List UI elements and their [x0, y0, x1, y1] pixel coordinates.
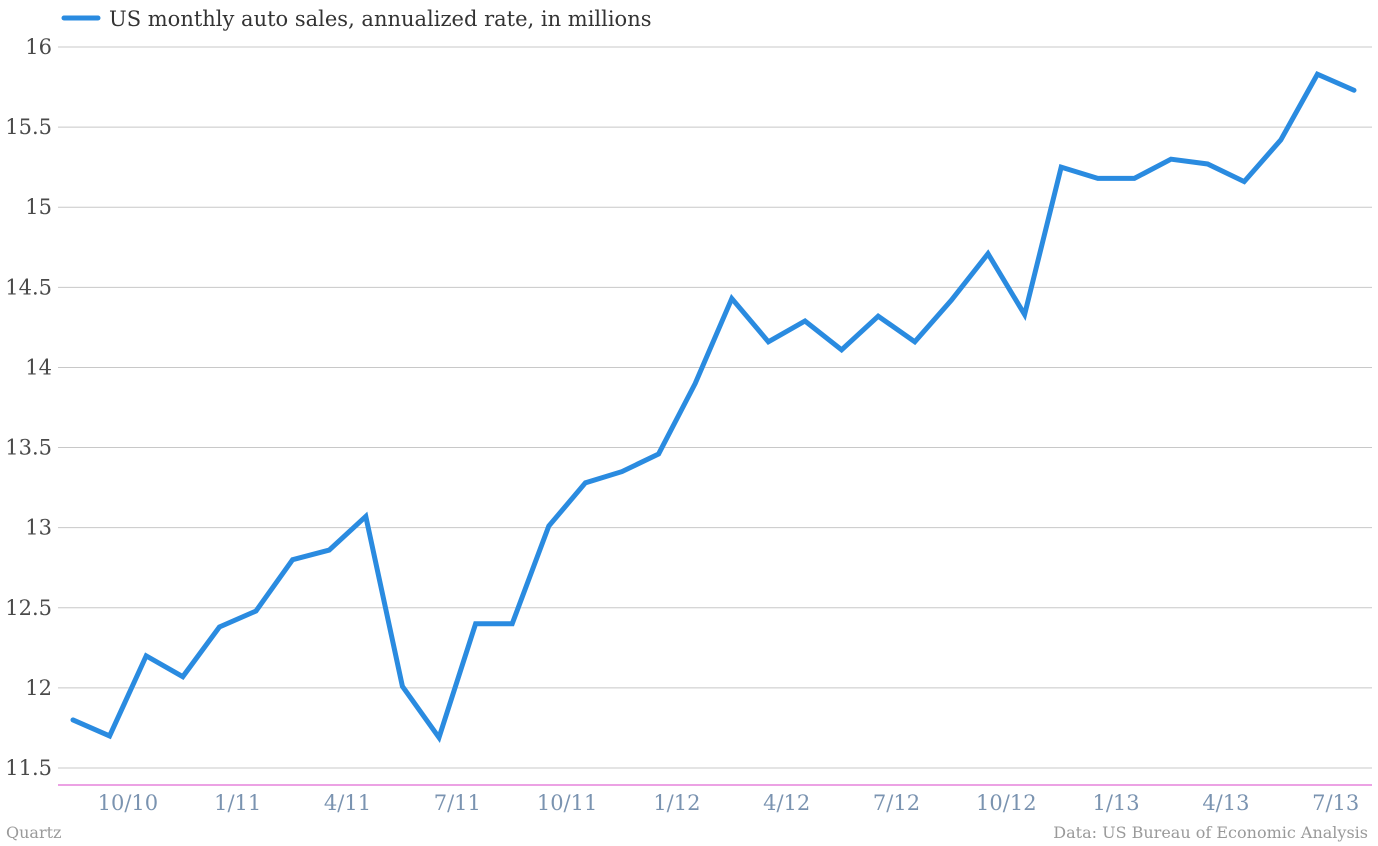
- x-tick-label: 4/12: [763, 791, 810, 815]
- x-tick-label: 4/11: [324, 791, 371, 815]
- x-tick-label: 4/13: [1202, 791, 1249, 815]
- gridlines: [58, 46, 1372, 769]
- y-tick-label: 12.5: [5, 596, 52, 620]
- x-tick-label: 1/11: [214, 791, 261, 815]
- source-credit: Quartz: [6, 823, 61, 842]
- series-line-auto-sales: [70, 71, 1357, 744]
- x-tick-label: 10/11: [537, 791, 598, 815]
- y-tick-label: 12: [25, 676, 52, 700]
- x-tick-label: 7/11: [434, 791, 481, 815]
- y-tick-label: 13: [25, 516, 52, 540]
- legend-label: US monthly auto sales, annualized rate, …: [109, 7, 652, 31]
- y-tick-label: 13.5: [5, 436, 52, 460]
- y-tick-label: 15: [25, 195, 52, 219]
- y-tick-label: 14: [25, 355, 52, 379]
- y-tick-label: 14.5: [5, 275, 52, 299]
- y-tick-label: 15.5: [5, 115, 52, 139]
- legend: US monthly auto sales, annualized rate, …: [61, 7, 652, 31]
- x-tick-label: 7/13: [1312, 791, 1359, 815]
- y-axis-tick-labels: 11.5 12 12.5 13 13.5 14 14.5 15 15.5 16: [5, 35, 52, 780]
- x-tick-label: 7/12: [873, 791, 920, 815]
- data-source-note: Data: US Bureau of Economic Analysis: [1053, 823, 1368, 842]
- x-tick-label: 10/10: [98, 791, 159, 815]
- y-tick-label: 16: [25, 35, 52, 59]
- x-axis-tick-labels: 10/10 1/11 4/11 7/11 10/11 1/12 4/12 7/12 10/12 1…: [98, 791, 1360, 815]
- x-tick-label: 1/13: [1093, 791, 1140, 815]
- x-tick-label: 10/12: [976, 791, 1037, 815]
- x-tick-label: 1/12: [653, 791, 700, 815]
- y-tick-label: 11.5: [5, 756, 52, 780]
